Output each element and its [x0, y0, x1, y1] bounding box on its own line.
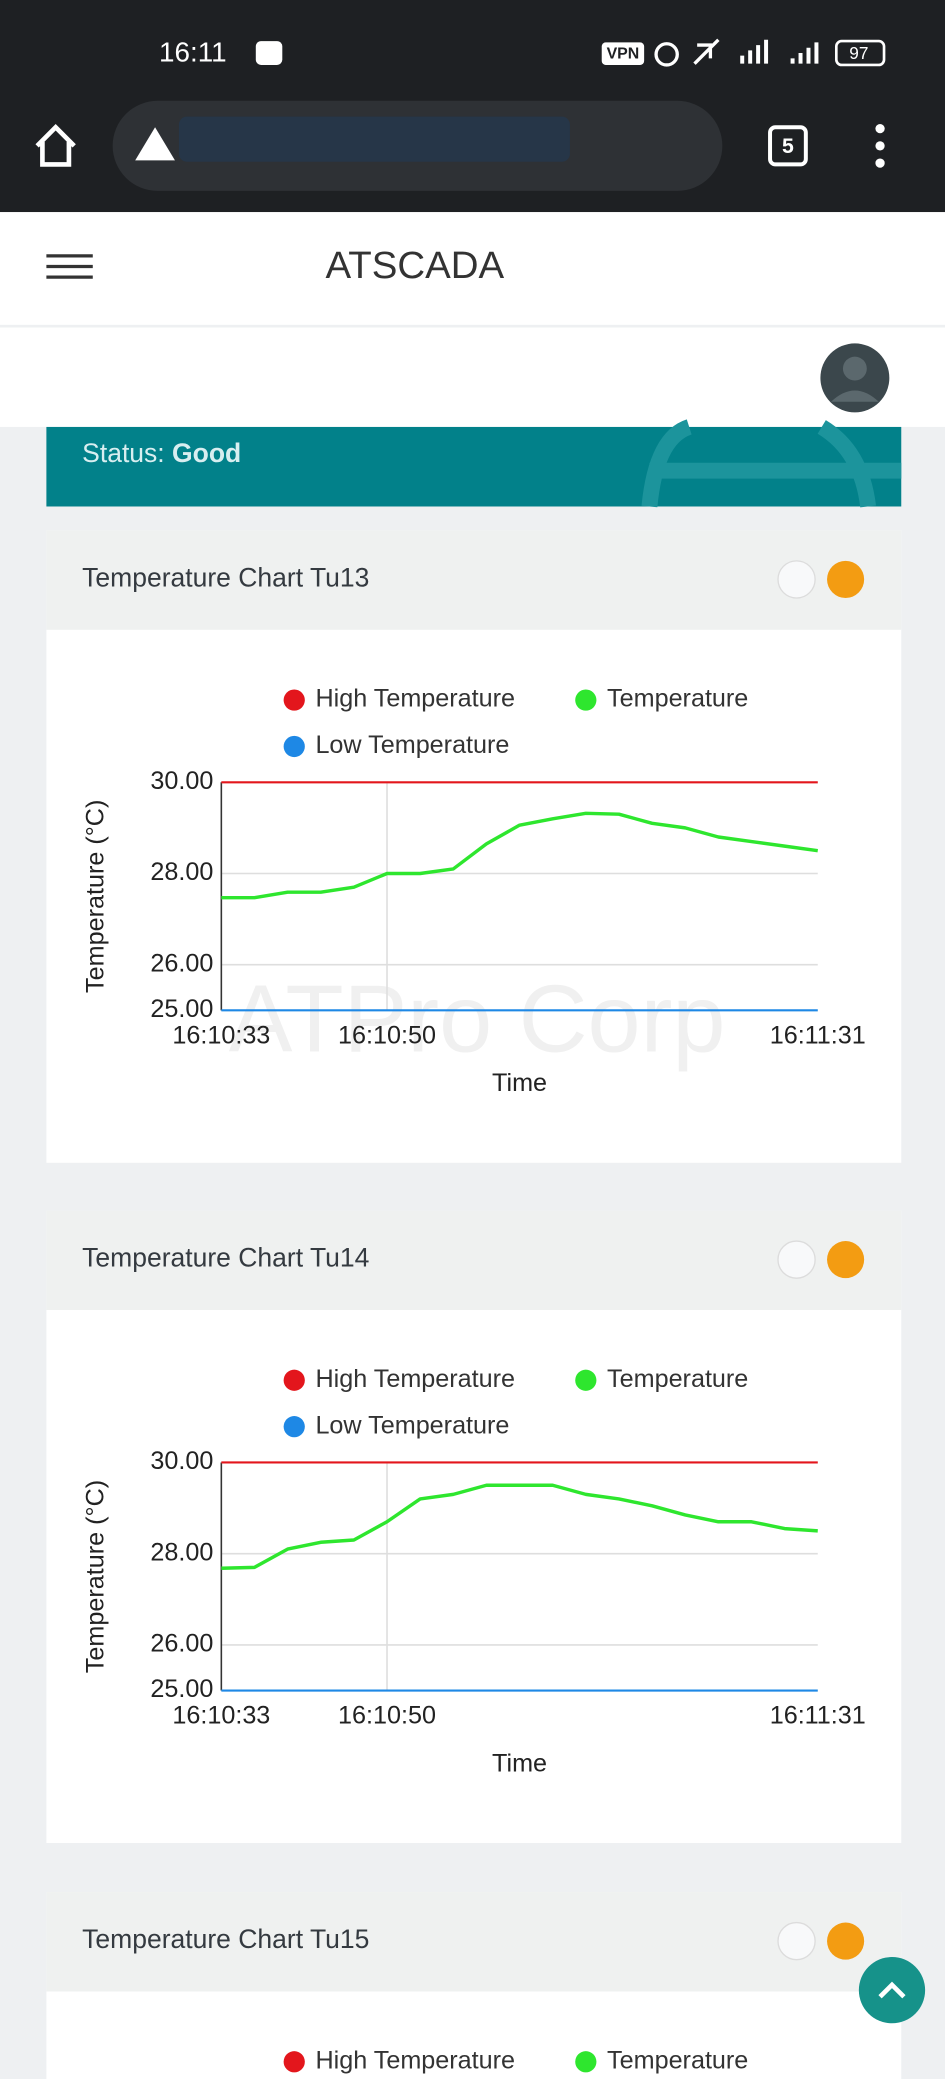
status-label: Status: [82, 438, 164, 468]
legend-label: Temperature [607, 685, 748, 713]
legend-dot [283, 735, 305, 758]
warning-icon [135, 127, 175, 161]
status-value: Good [172, 438, 241, 468]
y-tick-label: 26.00 [150, 949, 213, 977]
collapse-button[interactable] [827, 560, 865, 598]
collapse-button[interactable] [827, 1922, 865, 1960]
status-text: Status: Good [82, 438, 241, 468]
url-text [178, 116, 570, 162]
avatar-head [842, 356, 867, 381]
x-tick-label: 16:10:50 [338, 1022, 436, 1050]
signal-icon [740, 39, 819, 64]
tabs-button[interactable] [768, 125, 808, 167]
app-header [0, 212, 945, 325]
x-tick-label: 16:11:31 [770, 1022, 866, 1050]
card-title: Temperature Chart Tu13 [82, 562, 369, 592]
legend-label: High Temperature [315, 685, 515, 713]
card-title: Temperature Chart Tu15 [82, 1924, 369, 1954]
scroll-top-button[interactable] [858, 1957, 926, 2024]
mute-icon [693, 38, 720, 65]
battery-level: 97 [849, 43, 868, 63]
legend-label: Low Temperature [315, 731, 509, 759]
vpn-badge [601, 42, 645, 65]
y-tick-label: 25.00 [150, 1675, 213, 1703]
x-tick-label: 16:10:33 [172, 1702, 270, 1730]
legend-label: High Temperature [315, 1365, 515, 1393]
y-tick-label: 30.00 [150, 767, 213, 795]
y-tick-label: 28.00 [150, 1538, 213, 1566]
card-title: Temperature Chart Tu14 [82, 1243, 369, 1273]
x-axis-title: Time [492, 1749, 547, 1777]
series-line [221, 1483, 818, 1571]
x-tick-label: 16:10:33 [172, 1022, 270, 1050]
y-tick-label: 25.00 [150, 995, 213, 1023]
y-tick-label: 26.00 [150, 1630, 213, 1658]
card-header [46, 530, 902, 630]
y-axis-title: Temperature (°C) [81, 800, 109, 993]
expand-button[interactable] [777, 560, 816, 599]
vpn-label: VPN [607, 46, 640, 63]
user-bar [0, 327, 945, 427]
app-icon [255, 41, 283, 65]
banner-decoration [641, 419, 902, 508]
legend-dot [575, 689, 597, 711]
app-title: ATSCADA [326, 244, 505, 287]
x-axis-title: Time [492, 1069, 547, 1097]
legend-dot [575, 2051, 597, 2073]
x-tick-label: 16:11:31 [770, 1702, 866, 1730]
card [46, 530, 902, 1163]
clock: 16:11 [159, 37, 227, 68]
battery-icon [834, 39, 886, 67]
legend-dot [283, 2051, 305, 2073]
hamburger-button[interactable] [46, 254, 93, 279]
legend-dot [283, 1416, 305, 1438]
avatar-body [831, 390, 879, 402]
x-tick-label: 16:10:50 [338, 1702, 436, 1730]
watermark: ATPro Corp [229, 966, 726, 1072]
expand-button[interactable] [777, 1921, 816, 1961]
alarm-icon [654, 42, 679, 67]
collapse-button[interactable] [827, 1241, 865, 1279]
card-header [46, 1892, 902, 1992]
legend-dot [575, 1369, 597, 1391]
menu-button[interactable] [875, 123, 885, 168]
tab-count: 5 [782, 135, 794, 158]
y-axis-title: Temperature (°C) [81, 1480, 109, 1673]
card-header [46, 1210, 902, 1310]
series-line [221, 811, 818, 900]
y-tick-label: 30.00 [150, 1447, 213, 1475]
legend-dot [283, 1369, 305, 1391]
home-button[interactable] [35, 124, 76, 167]
expand-button[interactable] [777, 1240, 816, 1279]
scroll-top-icon [878, 1981, 906, 1999]
legend-dot [283, 689, 305, 711]
y-tick-label: 28.00 [150, 858, 213, 886]
legend-label: Temperature [607, 1365, 748, 1393]
legend-label: Low Temperature [315, 1411, 509, 1439]
legend-label: High Temperature [315, 2046, 515, 2074]
legend-label: Temperature [607, 2046, 748, 2074]
card [46, 1210, 902, 1843]
